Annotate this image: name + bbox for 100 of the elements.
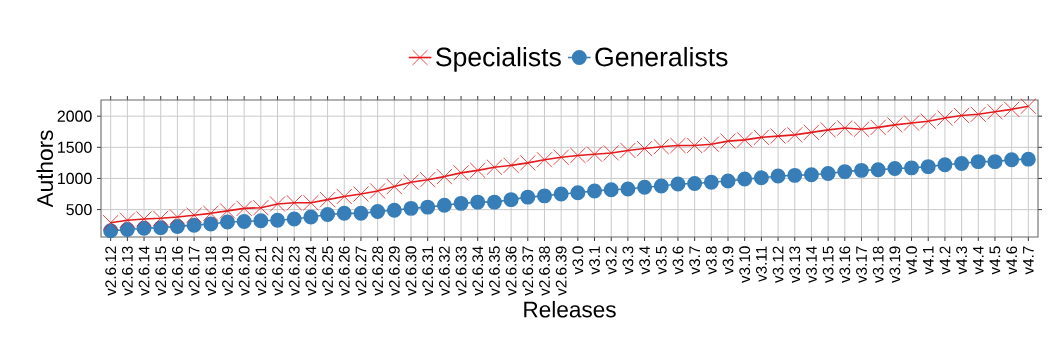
point <box>419 171 436 188</box>
x-tick-label: v2.6.24 <box>305 246 317 296</box>
point <box>519 154 536 171</box>
x-tick-label: v3.13 <box>789 246 801 283</box>
y-axis-title: Authors <box>36 130 54 208</box>
point <box>369 182 386 199</box>
x-axis-title: Releases <box>524 300 616 318</box>
x-tick-label: v2.6.35 <box>489 246 500 296</box>
x-tick-label: v4.0 <box>906 246 917 275</box>
x-tick-label: v3.19 <box>889 246 901 283</box>
point <box>236 213 252 229</box>
point <box>570 185 586 201</box>
point <box>403 174 419 191</box>
point <box>386 202 402 218</box>
x-tick-label: v2.6.17 <box>188 246 200 296</box>
x-tick-label: v3.5 <box>655 246 667 275</box>
y-tick-label: 1500 <box>58 141 92 153</box>
point <box>820 166 836 181</box>
point <box>169 218 185 234</box>
x-tick-label: v4.2 <box>939 246 951 275</box>
x-tick-label: v2.6.23 <box>288 246 300 296</box>
point <box>403 200 419 216</box>
point <box>336 205 352 221</box>
legend-label: Specialists <box>436 46 561 72</box>
point <box>436 168 453 185</box>
x-tick-label: v3.16 <box>839 246 851 283</box>
x-tick-label: v2.6.18 <box>205 246 217 296</box>
x-tick-label: v3.4 <box>639 246 650 275</box>
x-tick-label: v3.2 <box>605 246 617 275</box>
point <box>737 171 753 187</box>
point <box>136 220 152 236</box>
point <box>220 214 235 230</box>
point <box>687 175 703 191</box>
x-tick-label: v2.6.15 <box>155 246 167 296</box>
x-tick-label: v3.14 <box>806 246 817 283</box>
x-tick-label: v4.3 <box>956 246 967 275</box>
point <box>837 164 853 180</box>
point <box>970 154 986 170</box>
y-tick-label: 1000 <box>58 172 92 185</box>
point <box>920 159 936 175</box>
point <box>303 209 319 225</box>
y-tick-label: 500 <box>66 203 92 216</box>
point <box>453 195 469 211</box>
x-tick-label: v3.3 <box>622 246 634 275</box>
legend-label: Generalists <box>595 46 728 67</box>
point <box>987 103 1003 120</box>
point <box>637 179 653 195</box>
point <box>503 192 519 208</box>
point <box>336 188 353 205</box>
point <box>320 207 336 223</box>
point <box>1004 152 1020 168</box>
x-tick-label: v3.9 <box>722 246 734 275</box>
point <box>753 170 769 186</box>
x-tick-label: v2.6.32 <box>438 246 450 296</box>
point <box>353 205 369 221</box>
x-tick-label: v2.6.31 <box>422 246 434 296</box>
point <box>119 222 135 237</box>
point <box>420 199 436 215</box>
x-tick-label: v3.17 <box>856 246 867 283</box>
x-tick-label: v2.6.34 <box>472 246 484 296</box>
point <box>803 167 819 183</box>
point <box>353 186 369 202</box>
point <box>887 161 903 176</box>
point <box>854 162 869 178</box>
x-tick-label: v4.6 <box>1006 246 1018 275</box>
x-tick-label: v4.5 <box>989 246 1001 275</box>
x-tick-label: v2.6.16 <box>172 246 183 296</box>
x-tick-label: v2.6.37 <box>522 246 534 296</box>
point <box>720 173 736 189</box>
x-tick-label: v2.6.29 <box>388 246 400 296</box>
x-tick-label: v2.6.25 <box>322 246 333 296</box>
point <box>370 204 386 219</box>
x-tick-label: v3.10 <box>739 246 751 283</box>
point <box>253 213 269 229</box>
x-tick-label: v3.1 <box>589 246 600 275</box>
x-tick-label: v3.11 <box>755 246 767 282</box>
point <box>153 220 169 236</box>
x-tick-label: v4.4 <box>973 246 984 275</box>
x-tick-label: v2.6.39 <box>555 246 567 296</box>
point <box>386 178 403 195</box>
x-tick-label: v3.6 <box>672 246 684 275</box>
x-tick-label: v3.7 <box>689 246 701 275</box>
point <box>453 164 469 181</box>
point <box>203 216 219 232</box>
point <box>803 124 820 141</box>
point <box>436 197 452 213</box>
point <box>936 110 953 126</box>
x-tick-label: v2.6.26 <box>338 246 350 296</box>
point <box>904 160 920 176</box>
x-tick-label: v3.8 <box>705 246 717 275</box>
point <box>553 186 569 202</box>
x-tick-label: v2.6.20 <box>238 246 250 296</box>
x-tick-label: v2.6.28 <box>372 246 384 296</box>
x-tick-label: v2.6.13 <box>121 246 133 296</box>
point <box>587 183 602 199</box>
point <box>1020 151 1036 167</box>
point <box>770 168 786 184</box>
x-tick-label: v4.7 <box>1023 246 1034 275</box>
point <box>186 217 202 233</box>
point <box>536 151 553 168</box>
